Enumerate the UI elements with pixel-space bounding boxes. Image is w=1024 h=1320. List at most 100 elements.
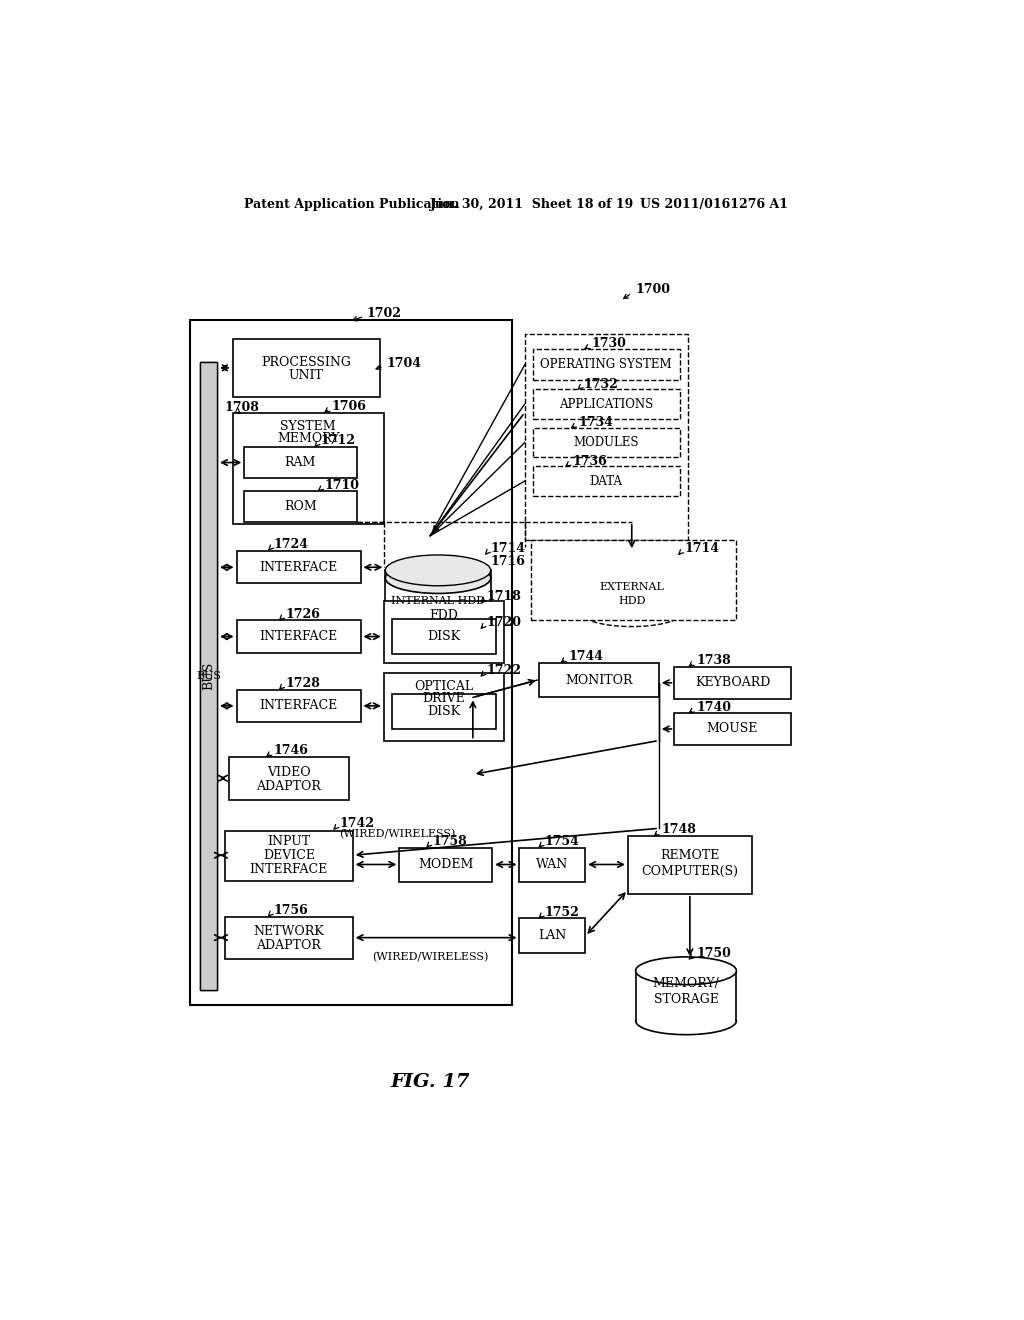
Bar	[200, 363, 217, 990]
Bar	[675, 667, 791, 700]
Text: 1736: 1736	[572, 454, 607, 467]
Bar	[532, 428, 680, 457]
Text: 1728: 1728	[286, 677, 321, 690]
Text: 1702: 1702	[367, 308, 401, 321]
Text: (WIRED/WIRELESS): (WIRED/WIRELESS)	[340, 829, 456, 838]
Text: 1732: 1732	[584, 378, 618, 391]
Bar	[245, 491, 356, 521]
Text: 1710: 1710	[324, 479, 359, 492]
Text: DATA: DATA	[590, 474, 623, 487]
Text: (WIRED/WIRELESS): (WIRED/WIRELESS)	[372, 952, 488, 962]
Text: 1750: 1750	[696, 946, 731, 960]
Text: MODULES: MODULES	[573, 436, 639, 449]
Text: VIDEO: VIDEO	[267, 766, 310, 779]
Text: 1712: 1712	[321, 434, 355, 447]
Text: DISK: DISK	[427, 630, 461, 643]
Text: RAM: RAM	[285, 455, 316, 469]
Text: DEVICE: DEVICE	[263, 849, 314, 862]
Text: 1726: 1726	[286, 607, 321, 620]
Text: APPLICATIONS: APPLICATIONS	[559, 397, 653, 411]
Text: 1740: 1740	[696, 701, 731, 714]
Bar	[675, 713, 791, 744]
Bar	[532, 389, 680, 418]
Bar	[384, 601, 504, 663]
Text: ADAPTOR: ADAPTOR	[256, 940, 322, 952]
Ellipse shape	[636, 957, 736, 985]
Text: PROCESSING: PROCESSING	[261, 355, 351, 368]
Bar	[391, 694, 496, 729]
Text: 1720: 1720	[486, 616, 522, 630]
Bar	[200, 363, 217, 990]
Text: 1756: 1756	[273, 904, 308, 917]
Text: INTERFACE: INTERFACE	[259, 630, 338, 643]
Bar	[228, 758, 349, 800]
Bar	[190, 321, 512, 1006]
Text: 1718: 1718	[486, 590, 521, 603]
Text: MODEM: MODEM	[418, 858, 473, 871]
Text: OPERATING SYSTEM: OPERATING SYSTEM	[541, 358, 672, 371]
Text: INTERFACE: INTERFACE	[259, 700, 338, 713]
Text: REMOTE: REMOTE	[660, 849, 720, 862]
Text: SYSTEM: SYSTEM	[281, 420, 336, 433]
Text: 1706: 1706	[332, 400, 367, 413]
Bar	[519, 919, 586, 953]
Text: 1738: 1738	[696, 653, 731, 667]
Text: STORAGE: STORAGE	[653, 993, 719, 1006]
Text: 1714: 1714	[684, 543, 720, 556]
Text: COMPUTER(S): COMPUTER(S)	[641, 865, 738, 878]
Text: DISK: DISK	[427, 705, 461, 718]
Bar	[399, 847, 493, 882]
Bar	[628, 836, 752, 894]
Text: 1758: 1758	[432, 834, 467, 847]
Text: 1734: 1734	[579, 416, 613, 429]
Text: Jun. 30, 2011  Sheet 18 of 19: Jun. 30, 2011 Sheet 18 of 19	[430, 198, 635, 211]
Text: EXTERNAL: EXTERNAL	[599, 582, 665, 593]
Bar	[532, 350, 680, 380]
Text: KEYBOARD: KEYBOARD	[695, 676, 770, 689]
Text: ROM: ROM	[284, 500, 316, 513]
Text: MOUSE: MOUSE	[707, 722, 758, 735]
Text: WAN: WAN	[537, 858, 568, 871]
Text: BUS: BUS	[202, 663, 215, 690]
Text: INPUT: INPUT	[267, 836, 310, 849]
Text: MEMORY: MEMORY	[276, 432, 340, 445]
Text: 1744: 1744	[568, 649, 603, 663]
Text: 1708: 1708	[225, 400, 260, 413]
Text: Patent Application Publication: Patent Application Publication	[245, 198, 460, 211]
Text: MONITOR: MONITOR	[565, 673, 633, 686]
Text: 1730: 1730	[592, 338, 627, 351]
Bar	[519, 847, 586, 882]
Text: HDD: HDD	[618, 597, 645, 606]
Text: FDD: FDD	[429, 609, 459, 622]
Text: 1746: 1746	[273, 744, 308, 758]
Ellipse shape	[582, 560, 682, 589]
Text: UNIT: UNIT	[289, 370, 324, 383]
Text: US 2011/0161276 A1: US 2011/0161276 A1	[640, 198, 787, 211]
Text: 1748: 1748	[662, 824, 696, 837]
Bar	[524, 334, 687, 540]
Bar	[391, 619, 496, 653]
Bar	[532, 466, 680, 496]
Text: 1700: 1700	[636, 282, 671, 296]
Text: 1752: 1752	[545, 906, 580, 919]
Bar	[237, 620, 360, 653]
Text: 1722: 1722	[486, 664, 522, 677]
Text: 1716: 1716	[490, 556, 525, 569]
Bar	[245, 447, 356, 478]
Ellipse shape	[385, 554, 490, 586]
Bar	[539, 663, 658, 697]
Ellipse shape	[385, 562, 490, 594]
Text: INTERFACE: INTERFACE	[250, 863, 328, 876]
Text: BUS: BUS	[197, 672, 221, 681]
Text: DRIVE: DRIVE	[423, 693, 465, 705]
Bar	[531, 540, 736, 620]
Text: MEMORY/: MEMORY/	[652, 977, 720, 990]
Text: 1724: 1724	[273, 539, 308, 552]
Bar	[232, 339, 380, 397]
Bar	[237, 689, 360, 722]
Text: OPTICAL: OPTICAL	[415, 680, 473, 693]
Text: 1704: 1704	[386, 358, 421, 371]
Text: 1754: 1754	[545, 834, 580, 847]
Text: INTERNAL HDD: INTERNAL HDD	[391, 597, 485, 606]
Text: NETWORK: NETWORK	[253, 925, 325, 939]
